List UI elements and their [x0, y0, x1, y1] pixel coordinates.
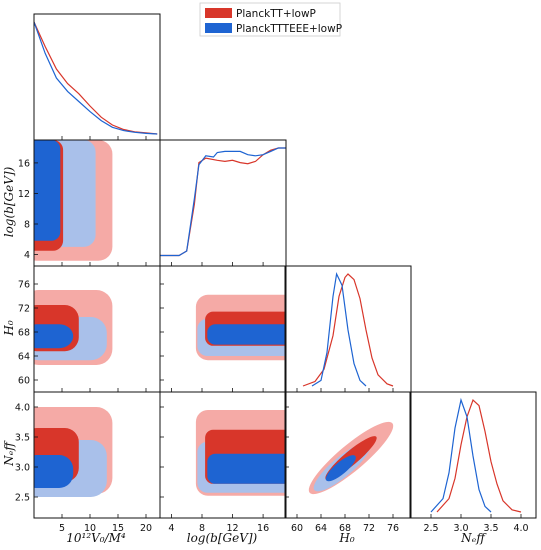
- contour-V-b-ttteee-68: [34, 140, 61, 241]
- xtick-H0-3: 72: [363, 523, 375, 534]
- contour-H0-Neff-ttteee-68: [325, 455, 356, 482]
- xtick-H0-2: 68: [339, 523, 351, 534]
- ylabel-Neff: Nₑff: [2, 440, 16, 467]
- marginal-Neff-tt: [436, 398, 522, 513]
- xtick-H0-4: 76: [387, 523, 399, 534]
- ytick-Neff-0: 2.5: [15, 493, 30, 504]
- xtick-Neff-0: 2.5: [423, 523, 438, 534]
- frames-layer: [33, 13, 537, 519]
- ytick-H0-1: 64: [18, 352, 30, 363]
- panels-layer: [34, 21, 522, 513]
- diag-b-content: [160, 147, 286, 257]
- xtick-V-2: 15: [112, 523, 124, 534]
- xlabel-V: 10¹²V₀/M⁴: [66, 531, 126, 545]
- legend: PlanckTT+lowP PlanckTTTEEE+lowP: [199, 2, 342, 37]
- contour-V-Neff-ttteee-68: [34, 455, 74, 488]
- panel-V-Neff-content: [34, 407, 113, 497]
- ytick-b-0: 4: [24, 250, 30, 261]
- marginal-H0-ttteee: [311, 272, 367, 387]
- xtick-b-0: 4: [168, 523, 174, 534]
- contour-V-H0-ttteee-68: [34, 324, 74, 349]
- frame-1-3: [159, 391, 287, 519]
- xtick-Neff-1: 3.0: [453, 523, 468, 534]
- panel-b-H0-content: [195, 294, 286, 361]
- xtick-b-2: 12: [226, 523, 238, 534]
- ticks-layer: 5 10 15 20 4 8 12 16 60 64 68 72 76 2.5 3.0 3.5 4.0 4 8 12 1…: [15, 136, 529, 534]
- xlabel-H0: H₀: [338, 531, 354, 545]
- frame-0-0: [33, 13, 161, 141]
- panel-H0-Neff-content: [308, 421, 394, 495]
- ylabel-H0: H₀: [2, 320, 16, 336]
- diag-H0-content: [302, 272, 394, 387]
- frame-3-3: [409, 391, 537, 519]
- marginal-b-tt: [160, 147, 286, 257]
- ylabel-b: log(b[GeV]): [2, 166, 16, 237]
- diag-Neff-content: [430, 397, 522, 513]
- xtick-V-1: 10: [84, 523, 96, 534]
- xtick-b-3: 16: [257, 523, 269, 534]
- ytick-Neff-3: 4.0: [15, 403, 30, 414]
- legend-swatch-1: [205, 23, 232, 33]
- ytick-Neff-2: 3.5: [15, 433, 30, 444]
- ytick-Neff-1: 3.0: [15, 463, 30, 474]
- panel-V-H0-content: [34, 290, 113, 365]
- xtick-V-0: 5: [59, 523, 65, 534]
- panel-V-b-content: [34, 140, 113, 261]
- xtick-b-1: 8: [199, 523, 205, 534]
- marginal-V-ttteee: [34, 21, 158, 135]
- axis-labels: 10¹²V₀/M⁴ log(b[GeV]) H₀ Nₑff log(b[GeV]…: [2, 166, 487, 545]
- xtick-H0-1: 64: [315, 523, 327, 534]
- contour-b-H0-ttteee-68: [207, 324, 286, 345]
- panel-b-Neff-content: [195, 410, 286, 496]
- legend-label-0: PlanckTT+lowP: [236, 8, 316, 20]
- ytick-b-2: 12: [18, 189, 30, 200]
- frame-1-1: [159, 139, 287, 267]
- contour-b-Neff-ttteee-68: [207, 453, 286, 484]
- xtick-Neff-3: 4.0: [513, 523, 528, 534]
- legend-label-1: PlanckTTTEEE+lowP: [236, 23, 342, 35]
- xtick-H0-0: 60: [291, 523, 303, 534]
- legend-swatch-0: [205, 8, 232, 18]
- ytick-b-1: 8: [24, 220, 30, 231]
- marginal-V-tt: [34, 21, 158, 135]
- xlabel-b: log(b[GeV]): [187, 531, 258, 545]
- ytick-H0-2: 68: [18, 328, 30, 339]
- ytick-b-3: 16: [18, 158, 30, 169]
- ytick-H0-0: 60: [18, 376, 30, 387]
- marginal-Neff-ttteee: [430, 397, 492, 513]
- xlabel-Neff: Nₑff: [460, 531, 487, 545]
- ytick-H0-4: 76: [18, 280, 30, 291]
- diag-V-content: [34, 21, 158, 135]
- ytick-H0-3: 72: [18, 304, 30, 315]
- marginal-b-ttteee: [160, 147, 286, 257]
- xtick-V-3: 20: [140, 523, 152, 534]
- marginal-H0-tt: [302, 273, 394, 387]
- frame-2-3: [284, 391, 412, 519]
- xtick-Neff-2: 3.5: [483, 523, 498, 534]
